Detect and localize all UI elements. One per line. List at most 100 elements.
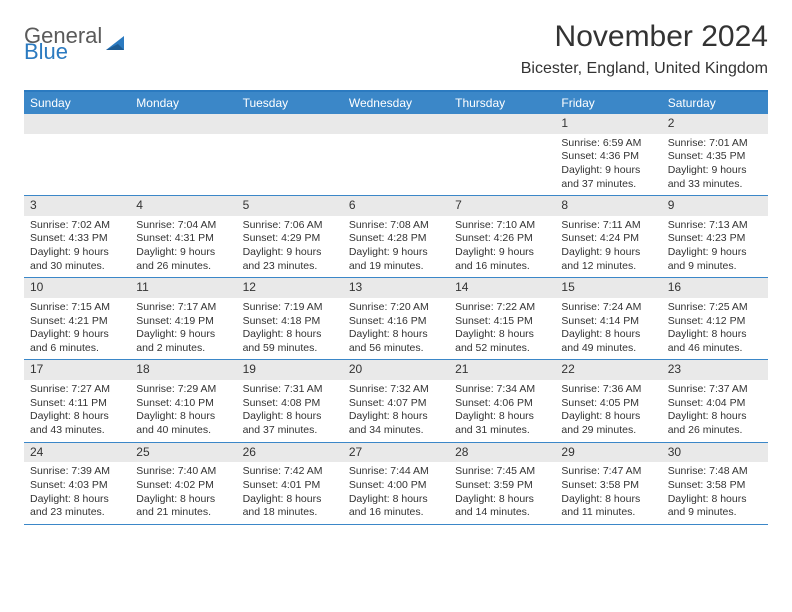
header-row: General Blue November 2024 Bicester, Eng… (24, 20, 768, 78)
day-body: Sunrise: 6:59 AMSunset: 4:36 PMDaylight:… (555, 136, 661, 196)
daylight-text-1: Daylight: 8 hours (561, 493, 655, 507)
daylight-text-1: Daylight: 9 hours (243, 246, 337, 260)
day-number (24, 114, 130, 134)
day-body: Sunrise: 7:42 AMSunset: 4:01 PMDaylight:… (237, 464, 343, 524)
day-cell: 28Sunrise: 7:45 AMSunset: 3:59 PMDayligh… (449, 443, 555, 524)
sunset-text: Sunset: 4:36 PM (561, 150, 655, 164)
day-cell: 29 Sunrise: 7:47 AMSunset: 3:58 PMDayligh… (555, 443, 661, 524)
daylight-text-2: and 34 minutes. (349, 424, 443, 438)
day-body: Sunrise: 7:08 AMSunset: 4:28 PMDaylight:… (343, 218, 449, 278)
day-body: Sunrise: 7:45 AMSunset: 3:59 PMDaylight:… (449, 464, 555, 524)
sunset-text: Sunset: 4:15 PM (455, 315, 549, 329)
daylight-text-1: Daylight: 9 hours (136, 246, 230, 260)
sunset-text: Sunset: 4:26 PM (455, 232, 549, 246)
day-number: 22 (555, 360, 661, 380)
day-cell: 20Sunrise: 7:32 AMSunset: 4:07 PMDayligh… (343, 360, 449, 441)
daylight-text-2: and 49 minutes. (561, 342, 655, 356)
day-number: 19 (237, 360, 343, 380)
day-cell: 17Sunrise: 7:27 AMSunset: 4:11 PMDayligh… (24, 360, 130, 441)
sunrise-text: Sunrise: 7:45 AM (455, 465, 549, 479)
daylight-text-2: and 43 minutes. (30, 424, 124, 438)
day-body: Sunrise: 7:40 AMSunset: 4:02 PMDaylight:… (130, 464, 236, 524)
day-cell: 8Sunrise: 7:11 AMSunset: 4:24 PMDaylight… (555, 196, 661, 277)
daylight-text-1: Daylight: 8 hours (243, 328, 337, 342)
day-cell: 24Sunrise: 7:39 AMSunset: 4:03 PMDayligh… (24, 443, 130, 524)
day-number: 5 (237, 196, 343, 216)
day-body: Sunrise: 7:19 AMSunset: 4:18 PMDaylight:… (237, 300, 343, 360)
sunset-text: Sunset: 4:33 PM (30, 232, 124, 246)
daylight-text-2: and 56 minutes. (349, 342, 443, 356)
daylight-text-2: and 30 minutes. (30, 260, 124, 274)
day-number: 20 (343, 360, 449, 380)
daylight-text-2: and 19 minutes. (349, 260, 443, 274)
day-number: 10 (24, 278, 130, 298)
day-cell: 27Sunrise: 7:44 AMSunset: 4:00 PMDayligh… (343, 443, 449, 524)
day-cell: 6Sunrise: 7:08 AMSunset: 4:28 PMDaylight… (343, 196, 449, 277)
day-cell: 18Sunrise: 7:29 AMSunset: 4:10 PMDayligh… (130, 360, 236, 441)
sunset-text: Sunset: 4:01 PM (243, 479, 337, 493)
weekday-header: Thursday (449, 92, 555, 114)
sunrise-text: Sunrise: 7:06 AM (243, 219, 337, 233)
day-number: 3 (24, 196, 130, 216)
sunrise-text: Sunrise: 7:02 AM (30, 219, 124, 233)
sunrise-text: Sunrise: 7:25 AM (668, 301, 762, 315)
daylight-text-1: Daylight: 8 hours (349, 328, 443, 342)
sunrise-text: Sunrise: 7:08 AM (349, 219, 443, 233)
day-body: Sunrise: 7:13 AMSunset: 4:23 PMDaylight:… (662, 218, 768, 278)
day-number: 15 (555, 278, 661, 298)
day-cell (449, 114, 555, 195)
day-body: Sunrise: 7:27 AMSunset: 4:11 PMDaylight:… (24, 382, 130, 442)
day-cell: 13Sunrise: 7:20 AMSunset: 4:16 PMDayligh… (343, 278, 449, 359)
sunrise-text: Sunrise: 7:04 AM (136, 219, 230, 233)
daylight-text-1: Daylight: 8 hours (455, 410, 549, 424)
sunset-text: Sunset: 4:02 PM (136, 479, 230, 493)
daylight-text-1: Daylight: 9 hours (455, 246, 549, 260)
week-row: 10Sunrise: 7:15 AMSunset: 4:21 PMDayligh… (24, 278, 768, 360)
day-number: 29 (555, 443, 661, 463)
weekday-header-row: Sunday Monday Tuesday Wednesday Thursday… (24, 92, 768, 114)
day-body: Sunrise: 7:24 AMSunset: 4:14 PMDaylight:… (555, 300, 661, 360)
calendar-page: General Blue November 2024 Bicester, Eng… (0, 0, 792, 535)
day-cell: 2Sunrise: 7:01 AMSunset: 4:35 PMDaylight… (662, 114, 768, 195)
daylight-text-2: and 29 minutes. (561, 424, 655, 438)
day-number: 2 (662, 114, 768, 134)
sunset-text: Sunset: 4:29 PM (243, 232, 337, 246)
day-body: Sunrise: 7:48 AMSunset: 3:58 PMDaylight:… (662, 464, 768, 524)
day-cell: 22Sunrise: 7:36 AMSunset: 4:05 PMDayligh… (555, 360, 661, 441)
daylight-text-1: Daylight: 8 hours (455, 328, 549, 342)
daylight-text-2: and 46 minutes. (668, 342, 762, 356)
day-number: 21 (449, 360, 555, 380)
sunset-text: Sunset: 3:58 PM (561, 479, 655, 493)
day-body: Sunrise: 7:34 AMSunset: 4:06 PMDaylight:… (449, 382, 555, 442)
sunrise-text: Sunrise: 7:47 AM (561, 465, 655, 479)
sunset-text: Sunset: 4:07 PM (349, 397, 443, 411)
day-cell (237, 114, 343, 195)
daylight-text-1: Daylight: 9 hours (30, 246, 124, 260)
day-number (130, 114, 236, 134)
sunrise-text: Sunrise: 7:36 AM (561, 383, 655, 397)
day-cell (24, 114, 130, 195)
daylight-text-2: and 33 minutes. (668, 178, 762, 192)
day-cell: 3 Sunrise: 7:02 AMSunset: 4:33 PMDaylight… (24, 196, 130, 277)
day-body: Sunrise: 7:39 AMSunset: 4:03 PMDaylight:… (24, 464, 130, 524)
sunset-text: Sunset: 4:04 PM (668, 397, 762, 411)
daylight-text-2: and 12 minutes. (561, 260, 655, 274)
calendar-grid: Sunday Monday Tuesday Wednesday Thursday… (24, 90, 768, 525)
sunset-text: Sunset: 4:03 PM (30, 479, 124, 493)
sunset-text: Sunset: 4:19 PM (136, 315, 230, 329)
sunrise-text: Sunrise: 7:42 AM (243, 465, 337, 479)
sunset-text: Sunset: 4:24 PM (561, 232, 655, 246)
daylight-text-1: Daylight: 8 hours (349, 493, 443, 507)
day-body: Sunrise: 7:36 AMSunset: 4:05 PMDaylight:… (555, 382, 661, 442)
day-cell: 19Sunrise: 7:31 AMSunset: 4:08 PMDayligh… (237, 360, 343, 441)
day-number (343, 114, 449, 134)
daylight-text-2: and 9 minutes. (668, 260, 762, 274)
sunset-text: Sunset: 4:35 PM (668, 150, 762, 164)
title-block: November 2024 Bicester, England, United … (521, 20, 768, 78)
daylight-text-2: and 16 minutes. (455, 260, 549, 274)
day-number: 12 (237, 278, 343, 298)
day-cell: 16Sunrise: 7:25 AMSunset: 4:12 PMDayligh… (662, 278, 768, 359)
day-cell: 25Sunrise: 7:40 AMSunset: 4:02 PMDayligh… (130, 443, 236, 524)
daylight-text-1: Daylight: 8 hours (243, 493, 337, 507)
day-body: Sunrise: 7:25 AMSunset: 4:12 PMDaylight:… (662, 300, 768, 360)
